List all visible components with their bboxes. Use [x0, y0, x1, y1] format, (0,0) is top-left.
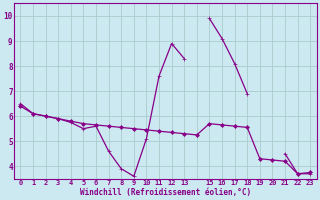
- X-axis label: Windchill (Refroidissement éolien,°C): Windchill (Refroidissement éolien,°C): [80, 188, 251, 197]
